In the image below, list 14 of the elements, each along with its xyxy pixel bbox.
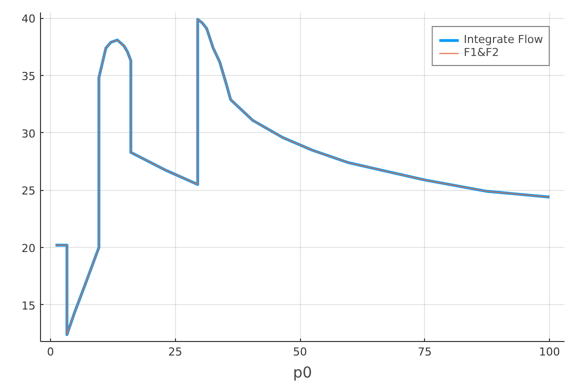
y-tick-label: 30: [22, 127, 36, 140]
x-tick-label: 75: [418, 346, 432, 358]
y-tick-label: 15: [22, 299, 36, 312]
x-tick-label: 25: [168, 346, 182, 358]
y-tick-label: 40: [22, 12, 36, 26]
x-axis-title: p0: [292, 364, 312, 382]
x-tick-label: 0: [46, 346, 54, 358]
y-tick-label: 35: [22, 70, 36, 84]
legend-label: F1&F2: [464, 46, 499, 59]
legend-label: Integrate Flow: [464, 33, 543, 46]
y-tick-label: 20: [22, 242, 36, 255]
x-tick-label: 100: [539, 346, 560, 358]
x-tick-label: 50: [293, 346, 308, 358]
y-tick-label: 25: [22, 184, 36, 198]
